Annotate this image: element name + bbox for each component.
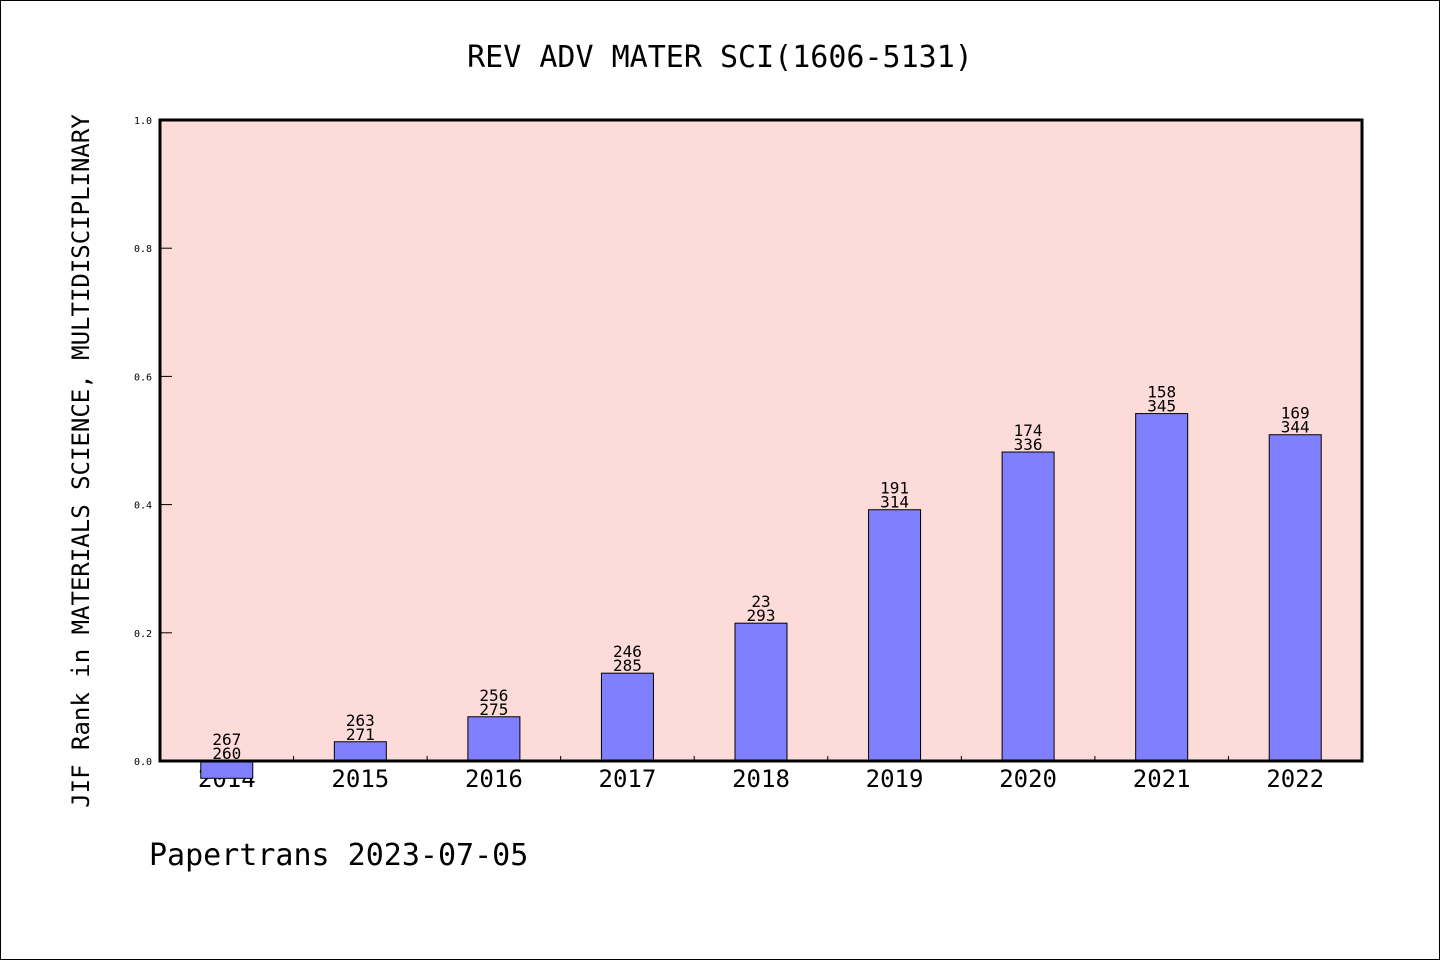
rank-label: 174 <box>1014 421 1043 440</box>
x-axis-ticks: 2014 2015 2016 2017 2018 2019 2020 2021 2022 <box>198 756 1324 793</box>
total-label: 345 <box>1147 397 1176 416</box>
rank-label: 246 <box>613 642 642 661</box>
x-tick-label: 2022 <box>1266 765 1324 793</box>
total-label: 314 <box>880 493 909 512</box>
rank-label: 256 <box>479 686 508 705</box>
y-tick-label: 0.6 <box>134 372 152 383</box>
bar <box>600 672 654 762</box>
rank-label: 158 <box>1147 383 1176 402</box>
rank-label: 23 <box>751 592 770 611</box>
chart-title: REV ADV MATER SCI(1606-5131) <box>467 40 973 75</box>
x-tick-label: 2015 <box>331 765 389 793</box>
total-label: 344 <box>1281 418 1310 437</box>
bar <box>1001 451 1055 762</box>
x-tick-label: 2019 <box>866 765 924 793</box>
y-tick-label: 0.2 <box>134 629 152 640</box>
rank-label: 191 <box>880 479 909 498</box>
bar <box>868 509 922 762</box>
plot-border <box>158 118 1364 763</box>
y-tick-label: 0.0 <box>134 757 152 768</box>
total-label: 275 <box>479 700 508 719</box>
rank-label: 267 <box>212 730 241 749</box>
x-tick-label: 2021 <box>1133 765 1191 793</box>
total-label: 271 <box>346 725 375 744</box>
total-label: 336 <box>1014 435 1043 454</box>
bar <box>333 741 387 762</box>
bar <box>1268 434 1322 762</box>
total-label: 293 <box>747 606 776 625</box>
x-tick-label: 2017 <box>599 765 657 793</box>
footer-text: Papertrans 2023-07-05 <box>149 838 528 873</box>
x-tick-label: 2020 <box>999 765 1057 793</box>
total-label: 260 <box>212 744 241 763</box>
bar <box>467 716 521 762</box>
y-tick-label: 0.4 <box>134 501 152 512</box>
bar <box>1135 413 1189 762</box>
rank-label: 263 <box>346 711 375 730</box>
y-axis-label: JIF Rank in MATERIALS SCIENCE, MULTIDISC… <box>67 114 95 808</box>
bar <box>734 622 788 762</box>
x-tick-label: 2018 <box>732 765 790 793</box>
bars <box>200 413 1322 779</box>
y-tick-label: 0.8 <box>134 244 152 255</box>
total-label: 285 <box>613 656 642 675</box>
y-tick-label: 1.0 <box>134 116 152 127</box>
x-tick-label: 2016 <box>465 765 523 793</box>
rank-label: 169 <box>1281 404 1310 423</box>
bar <box>200 760 254 779</box>
